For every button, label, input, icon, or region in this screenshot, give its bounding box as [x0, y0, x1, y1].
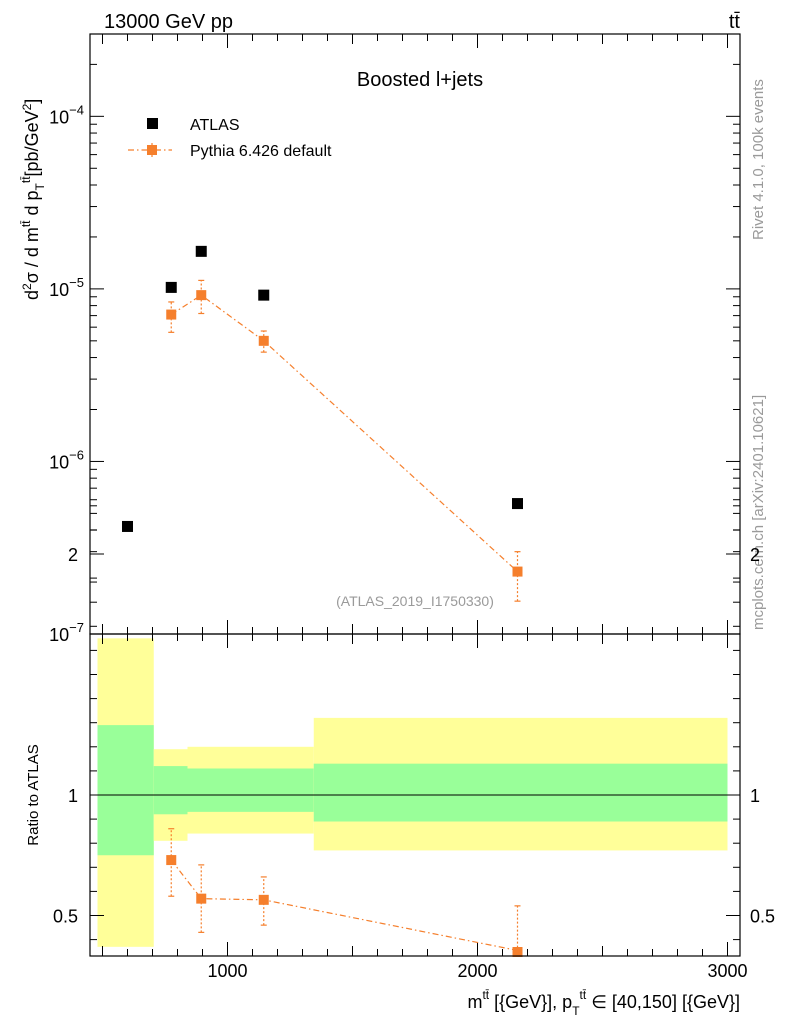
source-label: mcplots.cern.ch [arXiv:2401.10621] — [750, 395, 767, 630]
legend-atlas-marker — [147, 118, 158, 129]
main-frame — [89, 33, 741, 635]
band-inner — [97, 725, 154, 856]
svg-text:mtt̄ [{GeV}], pTtt̄ ∈ [40,150]: mtt̄ [{GeV}], pTtt̄ ∈ [40,150] [{GeV}] — [467, 988, 740, 1018]
ratio-point — [512, 947, 523, 957]
x-axis-label: mtt̄ [{GeV}], pTtt̄ ∈ [40,150] [{GeV}] — [467, 988, 740, 1018]
ratio-pythia-line — [170, 859, 518, 952]
legend: ATLAS Pythia 6.426 default — [128, 117, 332, 160]
rivet-label: Rivet 4.1.0, 100k events — [750, 79, 767, 240]
atlas-point — [122, 520, 133, 532]
pythia-point — [512, 566, 523, 577]
ratio-y-tick-label-left: 2 — [68, 545, 78, 565]
pythia-point — [196, 290, 207, 301]
ratio-marks — [166, 828, 523, 957]
ratio-panel: 0.5 0.5 1 1 2 2 Ratio to ATLAS — [25, 505, 775, 957]
ratio-y-tick-label-right: 2 — [750, 545, 760, 565]
atlas-point — [258, 289, 270, 301]
band-inner — [187, 768, 314, 812]
y-tick-label: 10−6 — [49, 447, 84, 472]
ratio-y-tick-label-left: 1 — [68, 786, 78, 806]
y-tick-label: 10−5 — [49, 275, 84, 300]
x-tick-label: 1000 — [207, 961, 247, 981]
ratio-ticks: 0.5 0.5 1 1 2 2 — [53, 505, 775, 956]
x-tick-label: 3000 — [707, 961, 747, 981]
pythia-point — [166, 309, 177, 320]
legend-atlas-label: ATLAS — [190, 117, 240, 134]
ratio-point — [196, 893, 207, 904]
legend-pythia-marker — [147, 145, 157, 155]
analysis-id: (ATLAS_2019_I1750330) — [336, 593, 494, 609]
x-tick-labels: 1000 2000 3000 — [207, 961, 747, 981]
y-tick-label: 10−4 — [49, 102, 84, 127]
ratio-ylabel: Ratio to ATLAS — [25, 744, 42, 845]
ratio-point — [258, 894, 269, 905]
y-axis-label: d2σ / d mtt̄ d pTtt̄[pb/GeV2] — [19, 99, 47, 300]
main-marks — [122, 245, 523, 602]
main-ticks: 10−7 10−6 10−5 10−4 — [49, 34, 740, 645]
energy-label: 13000 GeV pp — [104, 11, 233, 33]
atlas-point — [512, 498, 523, 510]
pythia-point — [258, 335, 269, 346]
uncertainty-bands — [97, 638, 728, 947]
ratio-y-tick-label-left: 0.5 — [53, 907, 78, 927]
main-panel: 10−7 10−6 10−5 10−4 Boosted l+jets (ATLAS_2… — [19, 33, 741, 645]
ratio-frame — [89, 633, 741, 957]
x-tick-label: 2000 — [457, 961, 497, 981]
ratio-y-tick-label-right: 1 — [750, 786, 760, 806]
band-inner — [153, 766, 188, 815]
y-tick-label: 10−7 — [49, 620, 84, 645]
atlas-point — [195, 245, 207, 257]
legend-pythia-label: Pythia 6.426 default — [190, 143, 332, 160]
ratio-point — [166, 855, 177, 866]
atlas-point — [165, 281, 177, 293]
chart-title: Boosted l+jets — [357, 69, 483, 91]
band-inner — [313, 763, 728, 822]
process-label: tt̄ — [729, 11, 741, 33]
ratio-y-tick-label-right: 0.5 — [750, 907, 775, 927]
pythia-line — [170, 294, 518, 573]
svg-text:d2σ / d mtt̄ d pTtt̄[pb/GeV2]: d2σ / d mtt̄ d pTtt̄[pb/GeV2] — [19, 99, 47, 300]
